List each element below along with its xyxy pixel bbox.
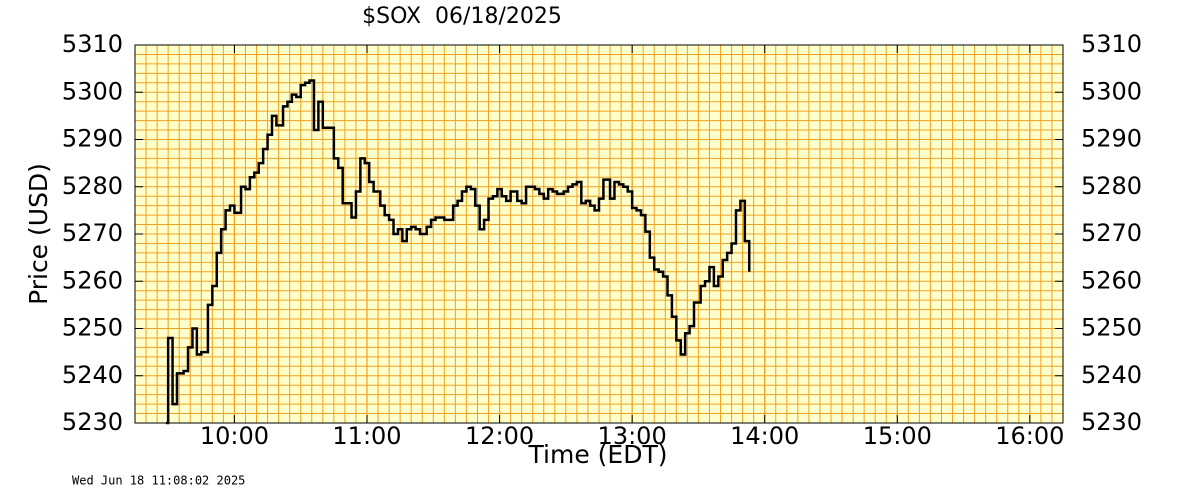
y-tick-label-right: 5250: [1081, 314, 1142, 342]
x-tick-label: 14:00: [730, 422, 799, 450]
y-tick-label-right: 5240: [1081, 361, 1142, 389]
x-tick-label: 15:00: [863, 422, 932, 450]
y-tick-label-right: 5230: [1081, 408, 1142, 436]
price-line: [165, 79, 751, 425]
y-tick-label-right: 5310: [1081, 30, 1142, 58]
plot-area: [135, 45, 1063, 423]
x-tick-label: 13:00: [598, 422, 667, 450]
plot-frame: [134, 44, 1064, 424]
y-tick-label: 5270: [62, 219, 123, 247]
y-tick-label-right: 5290: [1081, 125, 1142, 153]
timestamp: Wed Jun 18 11:08:02 2025: [72, 474, 245, 488]
x-tick-label: 10:00: [200, 422, 269, 450]
y-tick-label: 5290: [62, 125, 123, 153]
chart-title: $SOX 06/18/2025: [362, 4, 562, 29]
y-tick-label-right: 5270: [1081, 219, 1142, 247]
y-tick-label-right: 5260: [1081, 266, 1142, 294]
y-axis-label: Price (USD): [24, 163, 53, 305]
y-tick-label: 5240: [62, 361, 123, 389]
x-tick-label: 16:00: [995, 422, 1064, 450]
y-tick-label: 5250: [62, 314, 123, 342]
x-axis-label: Time (EDT): [528, 440, 668, 469]
y-tick-label: 5300: [62, 77, 123, 105]
x-tick-label: 12:00: [465, 422, 534, 450]
x-tick-label: 11:00: [332, 422, 401, 450]
y-tick-label: 5260: [62, 266, 123, 294]
y-tick-label: 5310: [62, 30, 123, 58]
y-tick-label-right: 5300: [1081, 77, 1142, 105]
y-tick-label: 5230: [62, 408, 123, 436]
y-tick-label: 5280: [62, 172, 123, 200]
y-tick-label-right: 5280: [1081, 172, 1142, 200]
